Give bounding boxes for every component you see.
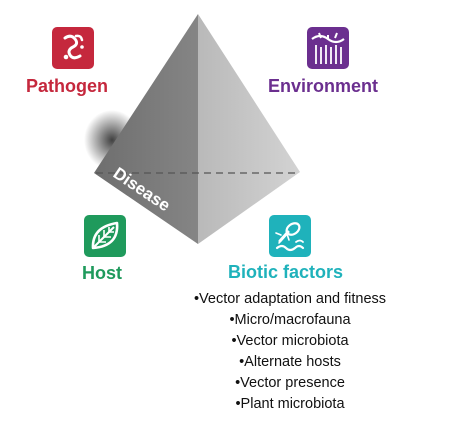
pathogen-icon-box [52, 27, 94, 69]
biotic-factors-list: Vector adaptation and fitness Micro/macr… [165, 289, 415, 415]
pyramid-left-face [94, 14, 198, 244]
environment-icon-box [307, 27, 349, 69]
pyramid-right-face [198, 14, 300, 244]
host-icon-box [84, 215, 126, 257]
list-item: Vector adaptation and fitness [165, 289, 415, 310]
list-item: Micro/macrofauna [165, 310, 415, 331]
host-label: Host [82, 263, 122, 283]
leaf-icon [91, 221, 119, 250]
biotic-icon-box [269, 215, 311, 257]
list-item: Alternate hosts [165, 352, 415, 373]
list-item: Vector microbiota [165, 331, 415, 352]
list-item: Vector presence [165, 373, 415, 394]
environment-icon [311, 32, 345, 64]
list-item: Plant microbiota [165, 394, 415, 415]
biotic-factors-label: Biotic factors [228, 262, 344, 282]
vector-insect-icon [275, 222, 305, 252]
pathogen-icon [63, 34, 84, 60]
pathogen-label: Pathogen [26, 76, 109, 96]
environment-label: Environment [268, 76, 379, 96]
